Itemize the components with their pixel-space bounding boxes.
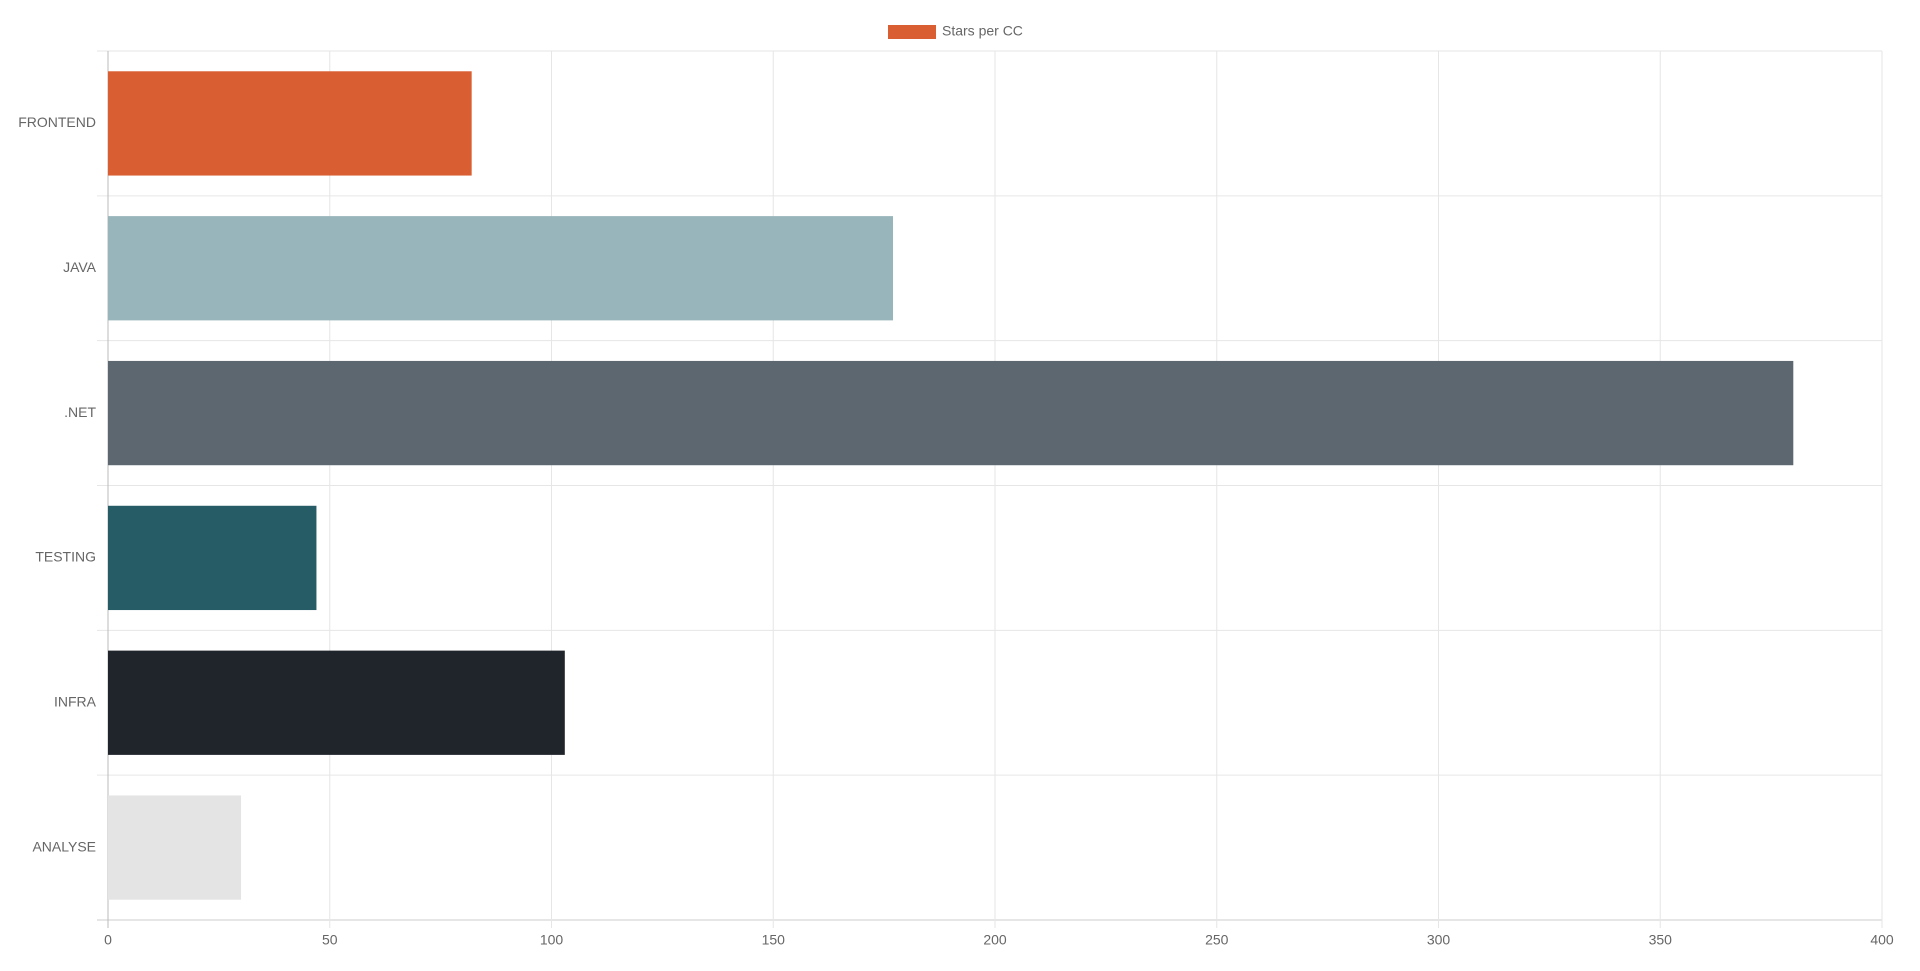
x-tick-label: 150 — [762, 932, 786, 948]
legend-swatch — [888, 25, 936, 39]
bar — [108, 650, 565, 755]
y-tick-label: TESTING — [35, 549, 96, 565]
x-tick-label: 200 — [983, 932, 1007, 948]
bar — [108, 360, 1794, 466]
bar — [108, 216, 893, 321]
x-tick-label: 350 — [1649, 932, 1673, 948]
legend-label: Stars per CC — [942, 23, 1023, 39]
bar — [108, 505, 317, 611]
y-tick-label: FRONTEND — [18, 114, 96, 130]
y-tick-label: ANALYSE — [32, 838, 96, 854]
y-tick-label: INFRA — [54, 693, 97, 709]
x-tick-label: 50 — [322, 932, 338, 948]
x-tick-label: 0 — [104, 932, 112, 948]
bar — [108, 795, 242, 900]
x-tick-label: 250 — [1205, 932, 1229, 948]
x-tick-label: 100 — [540, 932, 564, 948]
y-tick-label: JAVA — [63, 259, 97, 275]
y-tick-label: .NET — [64, 404, 96, 420]
x-tick-label: 400 — [1870, 932, 1894, 948]
bar — [108, 71, 472, 176]
x-tick-label: 300 — [1427, 932, 1451, 948]
